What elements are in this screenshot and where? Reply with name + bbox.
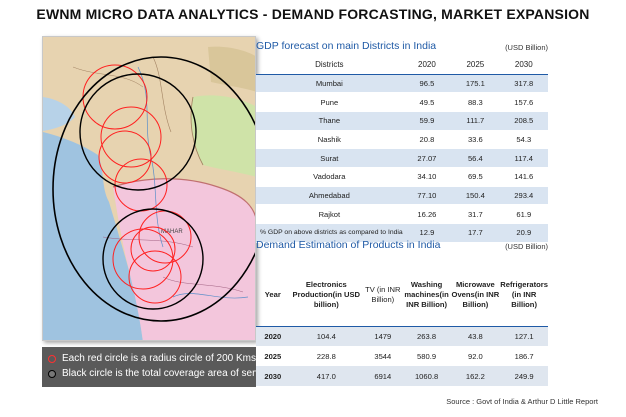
demand-col-refrigerators: Refrigerators (in INR Billion) [500, 264, 548, 327]
gdp-col-2025: 2025 [451, 55, 500, 75]
demand-year: 2030 [256, 366, 290, 386]
demand-washing: 1060.8 [402, 366, 451, 386]
gdp-table: Districts 2020 2025 2030 Mumbai 96.5 175… [256, 55, 548, 243]
page-title: EWNM MICRO DATA ANALYTICS - DEMAND FORCA… [36, 6, 590, 22]
source-note: Source : Govt of India & Arthur D Little… [446, 397, 598, 406]
district-name: Rajkot [256, 204, 403, 224]
demand-tv: 6914 [363, 366, 403, 386]
gdp-2025: 150.4 [451, 186, 500, 206]
district-name: Surat [256, 148, 403, 168]
district-name: Thane [256, 111, 403, 131]
demand-tv: 3544 [363, 346, 403, 366]
legend-black-text: Black circle is the total coverage area … [62, 368, 279, 379]
demand-refrigerators: 127.1 [500, 326, 548, 346]
gdp-2030: 208.5 [499, 111, 548, 131]
table-row: 2025 228.8 3544 580.9 92.0 186.7 [256, 346, 548, 366]
district-name: Mumbai [256, 74, 403, 94]
table-row: Surat 27.07 56.4 117.4 [256, 148, 548, 168]
legend-red-text: Each red circle is a radius circle of 20… [62, 353, 259, 364]
district-name: Nashik [256, 130, 403, 150]
gdp-2020: 77.10 [402, 186, 452, 206]
gdp-2030: 141.6 [499, 167, 548, 187]
gdp-2025: 31.7 [451, 204, 500, 224]
district-name: Vadodara [256, 167, 403, 187]
coverage-map: MAHAR [42, 36, 256, 341]
legend-black: Black circle is the total coverage area … [48, 366, 278, 381]
gdp-header-row: Districts 2020 2025 2030 [256, 55, 548, 75]
red-circle-icon [48, 354, 56, 363]
table-row: 2020 104.4 1479 263.8 43.8 127.1 [256, 326, 548, 346]
gdp-2020: 34.10 [402, 167, 452, 187]
demand-refrigerators: 186.7 [500, 346, 548, 366]
gdp-2020: 96.5 [402, 74, 452, 94]
demand-refrigerators: 249.9 [500, 366, 548, 386]
demand-tv: 1479 [363, 326, 403, 346]
gdp-2030: 117.4 [499, 148, 548, 168]
map-region-label: MAHAR [161, 229, 183, 235]
gdp-2025: 17.7 [451, 223, 500, 243]
gdp-2025: 175.1 [451, 74, 500, 94]
gdp-2025: 88.3 [451, 92, 500, 112]
gdp-2030: 157.6 [499, 92, 548, 112]
gdp-table-header: GDP forecast on main Districts in India … [256, 40, 548, 52]
demand-col-year: Year [256, 264, 290, 327]
gdp-col-2020: 2020 [402, 55, 452, 75]
table-row-total: % GDP on above districts as compared to … [256, 223, 548, 243]
table-row: Pune 49.5 88.3 157.6 [256, 92, 548, 112]
map-legend: Each red circle is a radius circle of 20… [42, 347, 278, 387]
district-name: Ahmedabad [256, 186, 403, 206]
gdp-table-title: GDP forecast on main Districts in India [256, 40, 437, 52]
gdp-2020: 12.9 [402, 223, 452, 243]
table-row: Rajkot 16.26 31.7 61.9 [256, 204, 548, 224]
gdp-col-2030: 2030 [499, 55, 548, 75]
gdp-2020: 20.8 [402, 130, 452, 150]
gdp-2030: 20.9 [499, 223, 548, 243]
gdp-2030: 54.3 [499, 130, 548, 150]
gdp-2030: 317.8 [499, 74, 548, 94]
demand-electronics: 417.0 [289, 366, 364, 386]
gdp-2020: 27.07 [402, 148, 452, 168]
demand-electronics: 104.4 [289, 326, 364, 346]
demand-table: Year Electronics Production(in USD billi… [256, 264, 548, 386]
gdp-2020: 59.9 [402, 111, 452, 131]
demand-table-header: Demand Estimation of Products in India (… [256, 239, 548, 251]
gdp-col-districts: Districts [256, 55, 403, 75]
demand-table-title: Demand Estimation of Products in India [256, 239, 441, 251]
demand-year: 2020 [256, 326, 290, 346]
gdp-2020: 49.5 [402, 92, 452, 112]
gdp-2025: 111.7 [451, 111, 500, 131]
black-circle-icon [48, 369, 56, 378]
demand-microwave: 43.8 [450, 326, 501, 346]
legend-red: Each red circle is a radius circle of 20… [48, 351, 259, 366]
gdp-2030: 293.4 [499, 186, 548, 206]
demand-washing: 580.9 [402, 346, 451, 366]
table-row: Ahmedabad 77.10 150.4 293.4 [256, 186, 548, 206]
table-row: 2030 417.0 6914 1060.8 162.2 249.9 [256, 366, 548, 386]
table-row: Thane 59.9 111.7 208.5 [256, 111, 548, 131]
demand-microwave: 92.0 [450, 346, 501, 366]
table-row: Vadodara 34.10 69.5 141.6 [256, 167, 548, 187]
demand-col-electronics: Electronics Production(in USD billion) [289, 264, 364, 327]
demand-washing: 263.8 [402, 326, 451, 346]
demand-table-unit: (USD Billion) [505, 242, 548, 251]
demand-year: 2025 [256, 346, 290, 366]
gdp-2030: 61.9 [499, 204, 548, 224]
gdp-table-unit: (USD Billion) [505, 43, 548, 52]
gdp-2025: 69.5 [451, 167, 500, 187]
table-row: Mumbai 96.5 175.1 317.8 [256, 74, 548, 94]
demand-col-washing: Washing machines(in INR Billion) [402, 264, 451, 327]
district-name: Pune [256, 92, 403, 112]
demand-header-row: Year Electronics Production(in USD billi… [256, 264, 548, 327]
demand-col-tv: TV (in INR Billion) [363, 264, 403, 327]
table-row: Nashik 20.8 33.6 54.3 [256, 130, 548, 150]
map-drawing: MAHAR [43, 37, 255, 340]
gdp-2025: 56.4 [451, 148, 500, 168]
demand-col-microwave: Microwave Ovens(in INR Billion) [450, 264, 501, 327]
demand-microwave: 162.2 [450, 366, 501, 386]
gdp-2020: 16.26 [402, 204, 452, 224]
gdp-share-label: % GDP on above districts as compared to … [256, 223, 403, 243]
gdp-2025: 33.6 [451, 130, 500, 150]
demand-electronics: 228.8 [289, 346, 364, 366]
